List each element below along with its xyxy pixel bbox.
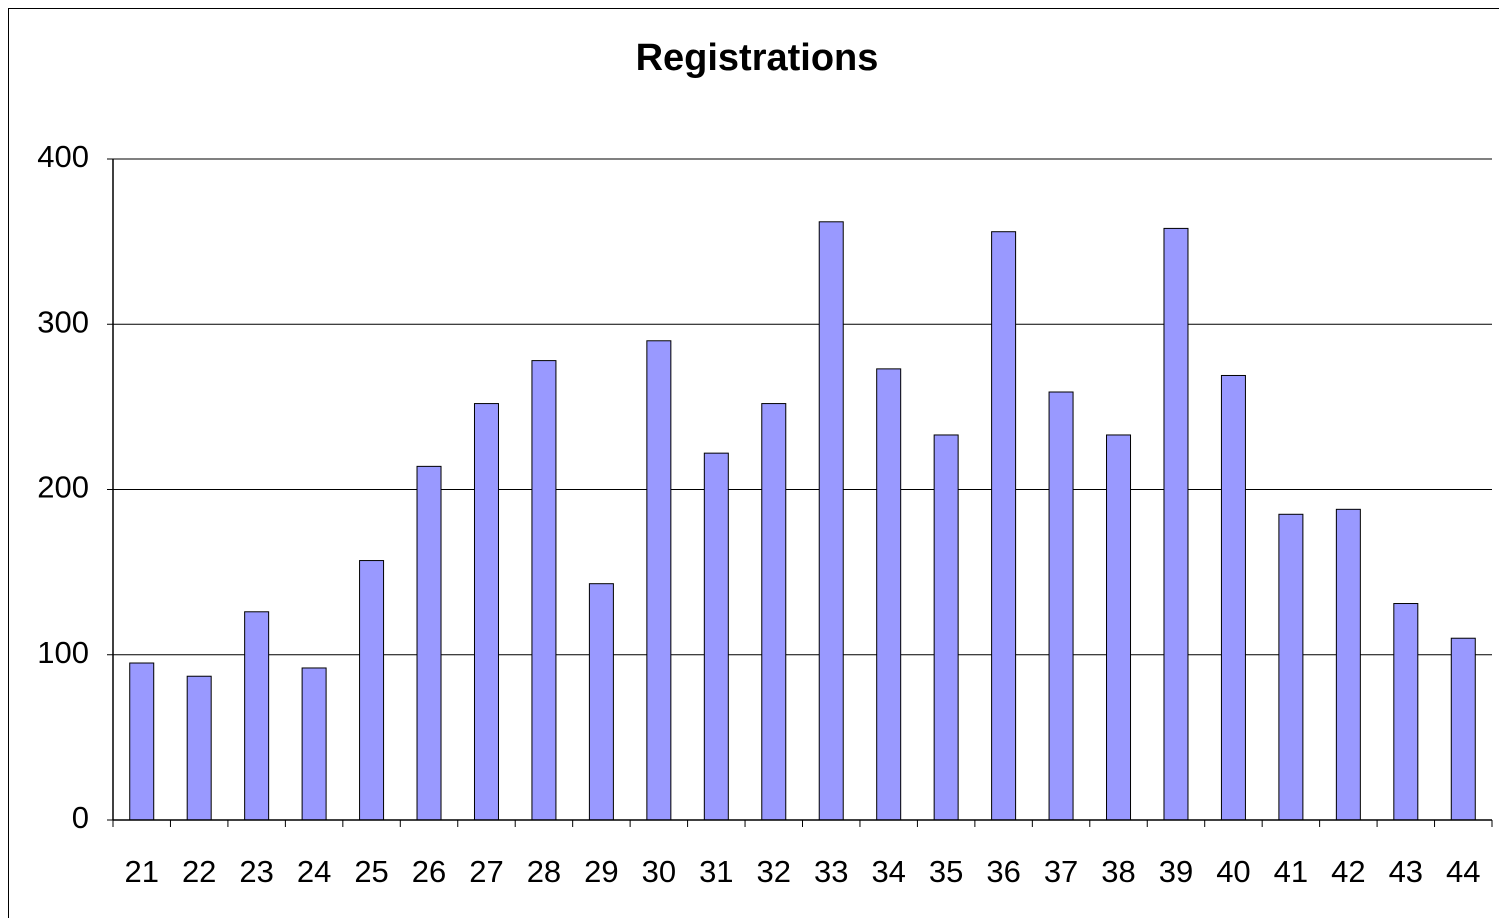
bar bbox=[244, 611, 270, 821]
y-tick-label: 100 bbox=[37, 635, 89, 670]
chart-frame bbox=[8, 8, 1499, 918]
x-tick-label: 39 bbox=[1159, 854, 1193, 889]
bar bbox=[416, 465, 442, 821]
x-tick-label: 36 bbox=[986, 854, 1020, 889]
bar bbox=[1220, 374, 1246, 821]
x-tick-label: 34 bbox=[871, 854, 905, 889]
x-tick-label: 44 bbox=[1446, 854, 1480, 889]
y-tick-label: 400 bbox=[37, 139, 89, 174]
x-tick-label: 28 bbox=[527, 854, 561, 889]
bar bbox=[1450, 637, 1476, 821]
x-tick-label: 22 bbox=[182, 854, 216, 889]
y-tick-label: 0 bbox=[72, 800, 89, 835]
bar bbox=[301, 667, 327, 821]
bar bbox=[1335, 508, 1361, 821]
bar bbox=[531, 360, 557, 821]
y-tick-label: 200 bbox=[37, 470, 89, 505]
bar bbox=[818, 221, 844, 821]
x-tick-label: 30 bbox=[642, 854, 676, 889]
bar bbox=[761, 403, 787, 821]
bar bbox=[1393, 603, 1419, 821]
bar bbox=[1048, 391, 1074, 821]
bar bbox=[1106, 434, 1132, 821]
x-tick-label: 37 bbox=[1044, 854, 1078, 889]
bar bbox=[991, 231, 1017, 821]
bar bbox=[473, 403, 499, 821]
x-tick-label: 27 bbox=[469, 854, 503, 889]
x-tick-label: 38 bbox=[1101, 854, 1135, 889]
bar bbox=[1163, 227, 1189, 821]
bar bbox=[588, 583, 614, 821]
bar bbox=[1278, 513, 1304, 821]
x-tick-label: 31 bbox=[699, 854, 733, 889]
bar bbox=[186, 675, 212, 821]
x-tick-label: 23 bbox=[239, 854, 273, 889]
x-tick-label: 41 bbox=[1274, 854, 1308, 889]
x-tick-label: 24 bbox=[297, 854, 331, 889]
x-tick-label: 43 bbox=[1389, 854, 1423, 889]
bar bbox=[359, 560, 385, 821]
bar bbox=[876, 368, 902, 821]
x-tick-label: 40 bbox=[1216, 854, 1250, 889]
x-tick-label: 26 bbox=[412, 854, 446, 889]
x-tick-label: 42 bbox=[1331, 854, 1365, 889]
x-tick-label: 32 bbox=[757, 854, 791, 889]
chart-title: Registrations bbox=[636, 37, 879, 79]
x-tick-label: 29 bbox=[584, 854, 618, 889]
x-tick-label: 35 bbox=[929, 854, 963, 889]
x-tick-label: 21 bbox=[124, 854, 158, 889]
bar bbox=[703, 452, 729, 821]
y-tick-label: 300 bbox=[37, 304, 89, 339]
bar bbox=[129, 662, 155, 821]
x-tick-label: 33 bbox=[814, 854, 848, 889]
x-tick-label: 25 bbox=[354, 854, 388, 889]
bar bbox=[646, 340, 672, 821]
bar bbox=[933, 434, 959, 821]
